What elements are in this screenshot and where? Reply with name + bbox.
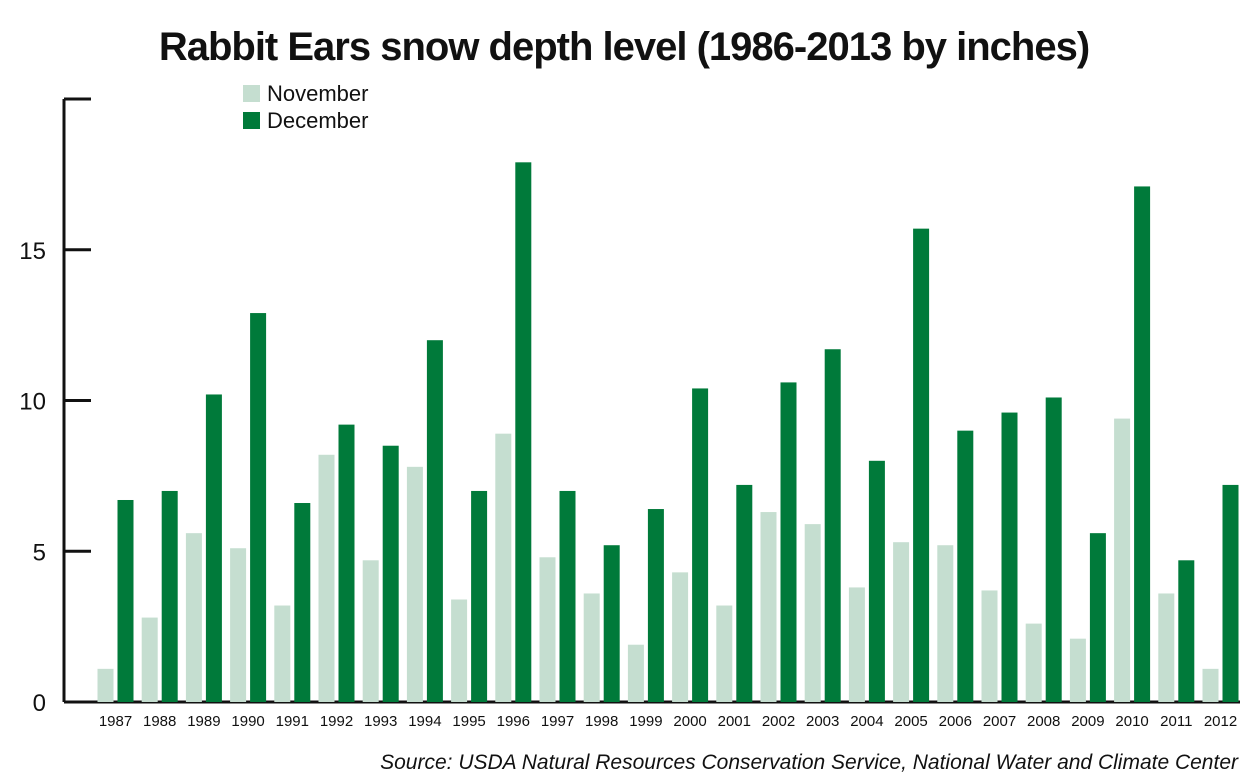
bar-december-2009 bbox=[1089, 533, 1106, 702]
bar-december-1996 bbox=[515, 162, 532, 702]
bar-november-2001 bbox=[716, 605, 733, 702]
x-tick-label: 2000 bbox=[673, 713, 706, 730]
legend-label-december: December bbox=[267, 108, 368, 133]
x-tick-label: 2009 bbox=[1071, 713, 1104, 730]
bar-december-2007 bbox=[1001, 412, 1018, 702]
bar-december-1997 bbox=[559, 490, 576, 702]
x-tick-label: 1993 bbox=[364, 713, 397, 730]
bars bbox=[97, 162, 1239, 702]
x-tick-label: 2011 bbox=[1160, 713, 1192, 730]
x-tick-label: 2004 bbox=[850, 713, 883, 730]
bar-december-1988 bbox=[161, 490, 178, 702]
bar-november-1996 bbox=[495, 433, 512, 702]
bar-december-2002 bbox=[780, 382, 797, 702]
x-tick-label: 1994 bbox=[408, 713, 441, 730]
bar-december-1993 bbox=[382, 445, 399, 702]
bar-december-1990 bbox=[250, 313, 267, 702]
legend-swatch-november bbox=[243, 85, 260, 102]
bar-december-1992 bbox=[338, 424, 355, 702]
x-tick-label: 2002 bbox=[762, 713, 795, 730]
bar-november-2004 bbox=[848, 587, 865, 702]
bar-november-2003 bbox=[804, 524, 821, 702]
x-tick-label: 2005 bbox=[894, 713, 927, 730]
x-tick-label: 2003 bbox=[806, 713, 839, 730]
bar-december-2008 bbox=[1045, 397, 1062, 702]
bar-december-1991 bbox=[294, 503, 311, 702]
bar-november-1990 bbox=[230, 548, 247, 702]
x-tick-label: 1997 bbox=[541, 713, 574, 730]
x-tick-label: 1991 bbox=[276, 713, 309, 730]
bar-december-1999 bbox=[647, 509, 664, 702]
bar-november-2009 bbox=[1069, 638, 1086, 702]
bar-december-2006 bbox=[957, 430, 974, 702]
bar-december-2003 bbox=[824, 349, 841, 702]
bar-november-1992 bbox=[318, 454, 335, 702]
bar-december-1989 bbox=[205, 394, 222, 702]
bar-november-2011 bbox=[1158, 593, 1175, 702]
x-tick-label: 1989 bbox=[187, 713, 220, 730]
legend-swatch-december bbox=[243, 112, 260, 129]
bar-november-2005 bbox=[893, 542, 910, 702]
bar-december-1994 bbox=[426, 340, 443, 702]
x-tick-label: 1987 bbox=[99, 713, 132, 730]
bar-december-2001 bbox=[736, 484, 753, 702]
y-tick-label: 5 bbox=[33, 539, 46, 566]
bar-november-2000 bbox=[672, 572, 689, 702]
x-tick-label: 1990 bbox=[231, 713, 264, 730]
bar-december-2010 bbox=[1134, 186, 1151, 702]
bar-november-1993 bbox=[362, 560, 379, 702]
bar-november-1991 bbox=[274, 605, 291, 702]
x-tick-label: 1992 bbox=[320, 713, 353, 730]
x-tick-label: 1998 bbox=[585, 713, 618, 730]
bar-november-1999 bbox=[627, 644, 644, 702]
bar-november-2007 bbox=[981, 590, 998, 702]
x-axis-labels: 1987 1988 1989 1990 1991 1992 1993 1994 1995 1996… bbox=[99, 713, 1237, 730]
bar-december-1995 bbox=[471, 490, 488, 702]
x-tick-label: 1996 bbox=[497, 713, 530, 730]
y-tick-label: 0 bbox=[33, 690, 46, 717]
x-tick-label: 2008 bbox=[1027, 713, 1060, 730]
bar-november-2006 bbox=[937, 545, 954, 702]
bar-november-1994 bbox=[406, 466, 423, 702]
bar-december-1998 bbox=[603, 545, 620, 702]
chart-title: Rabbit Ears snow depth level (1986-2013 … bbox=[159, 25, 1089, 69]
bar-november-2008 bbox=[1025, 623, 1042, 702]
bar-november-1989 bbox=[185, 533, 202, 702]
bar-november-1998 bbox=[583, 593, 600, 702]
bar-december-2004 bbox=[868, 460, 885, 702]
legend-label-november: November bbox=[267, 81, 368, 106]
x-tick-label: 2010 bbox=[1115, 713, 1148, 730]
bar-november-1988 bbox=[141, 617, 158, 702]
y-tick-label: 10 bbox=[19, 389, 46, 416]
bar-december-2005 bbox=[913, 228, 930, 702]
x-tick-label: 1995 bbox=[452, 713, 485, 730]
y-tick-label: 15 bbox=[19, 238, 46, 265]
bar-december-2011 bbox=[1178, 560, 1195, 702]
bar-december-1987 bbox=[117, 499, 134, 702]
x-tick-label: 2006 bbox=[939, 713, 972, 730]
x-tick-label: 2001 bbox=[718, 713, 751, 730]
bar-november-1987 bbox=[97, 668, 114, 702]
bar-november-2012 bbox=[1202, 668, 1219, 702]
bar-november-1997 bbox=[539, 557, 556, 702]
bar-december-2012 bbox=[1222, 484, 1239, 702]
bar-december-2000 bbox=[692, 388, 709, 702]
x-tick-label: 1988 bbox=[143, 713, 176, 730]
bar-november-1995 bbox=[451, 599, 468, 702]
x-tick-label: 1999 bbox=[629, 713, 662, 730]
x-tick-label: 2007 bbox=[983, 713, 1016, 730]
bar-november-2002 bbox=[760, 512, 777, 702]
source-note: Source: USDA Natural Resources Conservat… bbox=[380, 751, 1239, 774]
x-tick-label: 2012 bbox=[1204, 713, 1237, 730]
bar-november-2010 bbox=[1114, 418, 1131, 702]
